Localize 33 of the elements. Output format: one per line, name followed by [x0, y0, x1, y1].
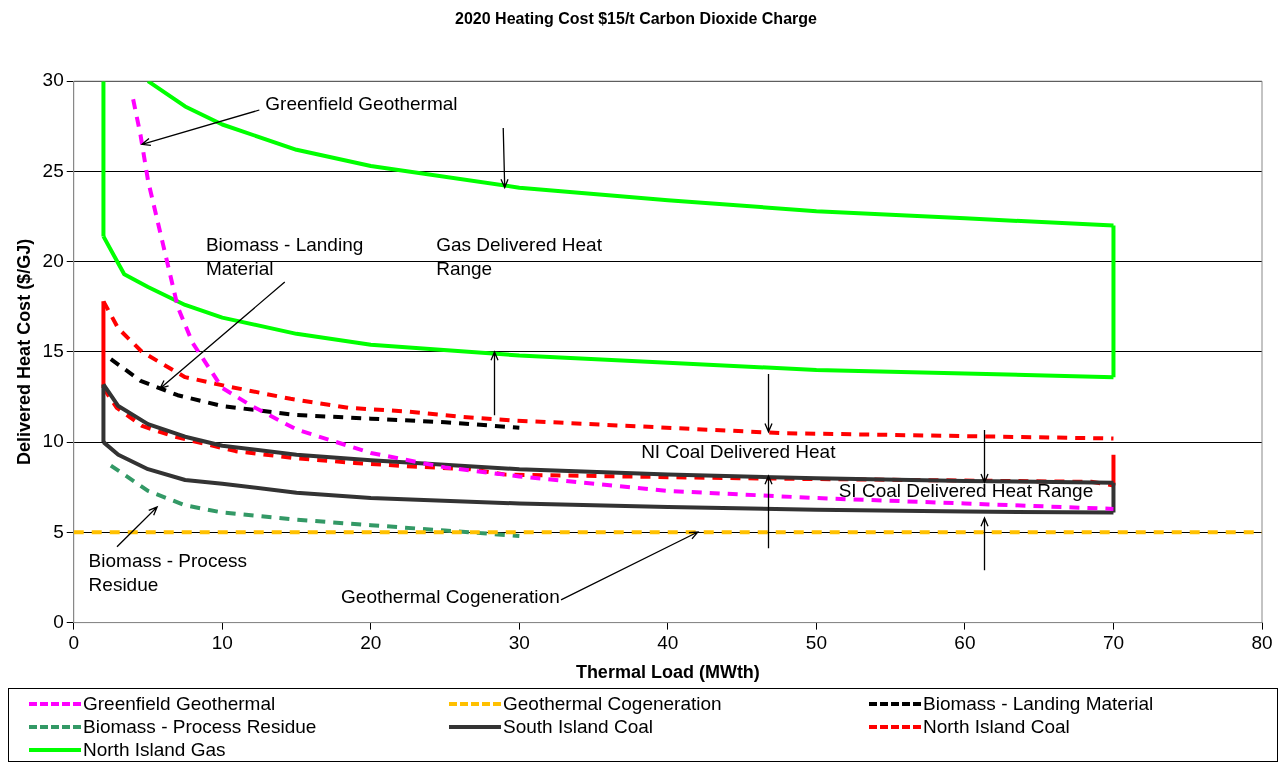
x-axis-title: Thermal Load (MWth) — [575, 662, 760, 683]
y-tick-label: 30 — [42, 69, 64, 91]
x-tick-label: 50 — [805, 632, 827, 654]
x-tick-label: 20 — [360, 632, 382, 654]
y-tick-label: 10 — [42, 430, 64, 452]
x-tick-label: 40 — [657, 632, 679, 654]
legend-label: North Island Gas — [83, 738, 226, 761]
y-tick-label: 0 — [53, 610, 64, 632]
annotation: Gas Delivered Heat Range — [436, 234, 603, 280]
y-tick-label: 5 — [53, 520, 64, 542]
legend-label: Greenfield Geothermal — [83, 693, 276, 716]
annotation: SI Coal Delivered Heat Range — [838, 479, 1094, 501]
legend-label: Biomass - Landing Material — [923, 693, 1154, 716]
annotation: Greenfield Geothermal — [265, 93, 458, 115]
legend-label: Geothermal Cogeneration — [503, 693, 722, 716]
chart-title: 2020 Heating Cost $15/t Carbon Dioxide Charge — [455, 10, 818, 28]
x-tick-label: 80 — [1251, 632, 1273, 654]
x-tick-label: 60 — [954, 632, 976, 654]
x-tick-label: 70 — [1102, 632, 1125, 654]
legend-label: South Island Coal — [503, 715, 653, 738]
annotation: Biomass - Process Residue — [88, 549, 247, 595]
x-tick-label: 10 — [211, 632, 233, 654]
annotation: Geothermal Cogeneration — [341, 586, 560, 608]
y-tick-label: 15 — [42, 340, 64, 362]
x-tick-label: 0 — [68, 632, 80, 654]
legend-label: Biomass - Process Residue — [83, 715, 317, 738]
annotation: Biomass - Landing Material — [205, 234, 364, 280]
annotation: NI Coal Delivered Heat — [641, 440, 837, 462]
y-axis-title: Delivered Heat Cost ($/GJ) — [13, 238, 34, 465]
y-tick-label: 25 — [42, 159, 64, 181]
x-tick-label: 30 — [508, 632, 530, 654]
y-tick-label: 20 — [42, 249, 64, 271]
legend-label: North Island Coal — [923, 715, 1070, 738]
